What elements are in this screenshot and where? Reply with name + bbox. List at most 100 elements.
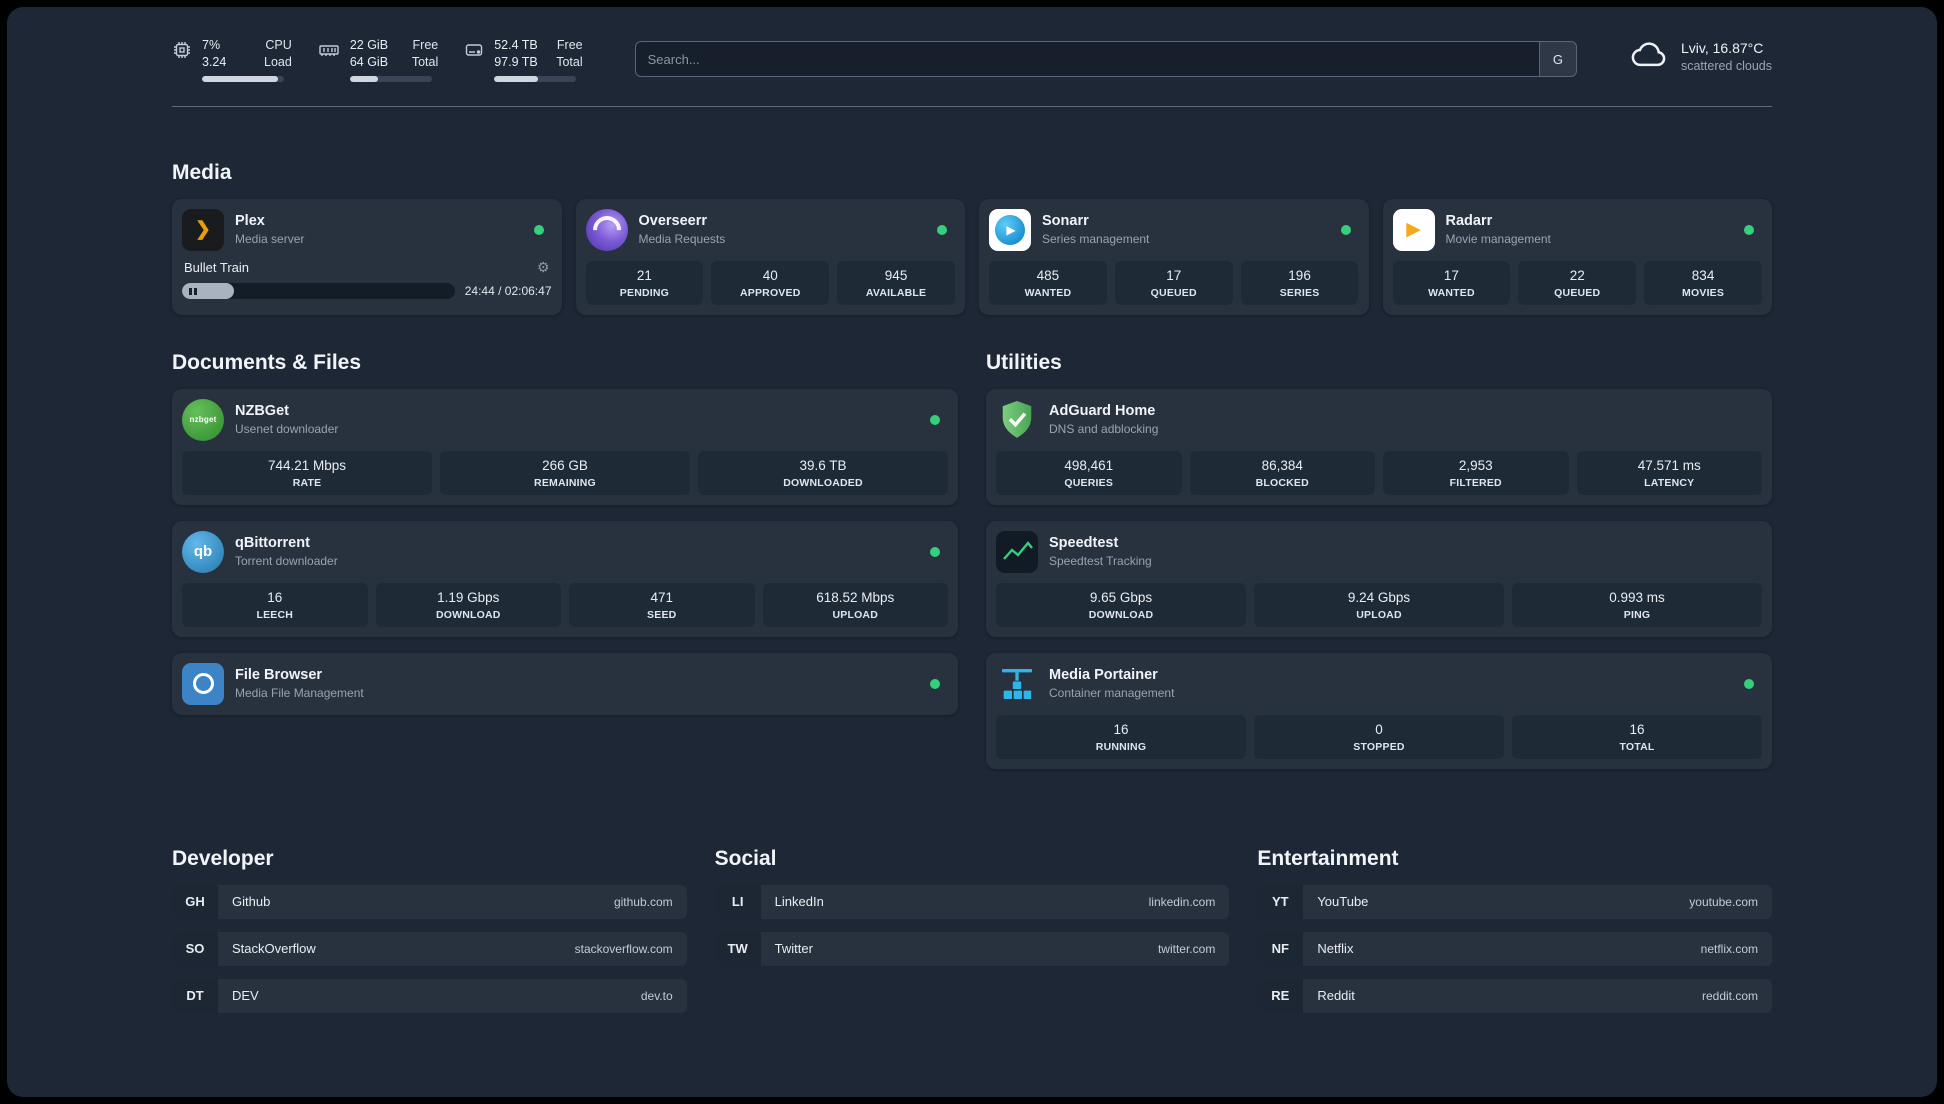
cpu-percent-value: 7% [202,38,221,52]
link-badge: SO [172,931,218,966]
memory-total-label: Total [411,54,439,69]
service-card-radarr[interactable]: ▶ Radarr Movie management 17 WANTED 22 QUE… [1382,198,1772,315]
portainer-icon [996,663,1038,705]
stat-tile-download: 9.65 Gbps DOWNLOAD [996,582,1246,627]
status-dot [1744,678,1754,689]
overseerr-icon [585,208,628,251]
link-reddit[interactable]: RE Reddit reddit.com [1257,978,1772,1013]
service-card-sonarr[interactable]: ▶ Sonarr Series management 485 WANTED 17 Q… [979,198,1369,315]
status-dot [1340,224,1351,235]
cloud-icon [1629,39,1669,74]
service-name: Speedtest [1049,535,1119,552]
service-subtitle: Usenet downloader [235,422,339,437]
service-subtitle: Movie management [1445,232,1551,247]
disk-icon [464,40,484,65]
stat-tile-rate: 744.21 Mbps RATE [182,450,432,495]
section-title-media: Media [172,160,232,184]
service-subtitle: Series management [1042,232,1150,247]
service-card-overseerr[interactable]: Overseerr Media Requests 21 PENDING 40 APP… [575,198,965,315]
stat-tile-downloaded: 39.6 TB DOWNLOADED [698,450,948,495]
link-badge: DT [172,978,218,1013]
service-name: NZBGet [235,403,289,420]
service-card-qbittorrent[interactable]: qb qBittorrent Torrent downloader 16 LEEC… [172,520,958,637]
stat-tile-total: 16 TOTAL [1512,714,1762,759]
plex-icon: ❯ [182,208,224,251]
section-documents: Documents & Files nzbget NZBGet Usenet d… [172,351,958,731]
search-input[interactable] [634,41,1539,77]
stat-tile-latency: 47.571 ms LATENCY [1576,450,1762,495]
memory-progress-bar [349,75,432,82]
cpu-label: CPU [265,38,292,52]
stat-tile-pending: 21 PENDING [585,260,704,305]
stat-tile-approved: 40 APPROVED [711,260,830,305]
stat-tile-blocked: 86,384 BLOCKED [1189,450,1375,495]
service-name: Media Portainer [1049,667,1158,684]
section-developer: Developer GH Github github.com SO StackO… [172,847,687,1026]
search-bar: G [634,41,1577,77]
disk-usage-widget: 52.4 TB Free 97.9 TB Total [464,37,583,82]
link-dev[interactable]: DT DEV dev.to [172,978,687,1013]
stat-tile-movies: 834 MOVIES [1644,260,1762,305]
service-name: Overseerr [638,213,708,230]
cpu-progress-bar [202,75,284,82]
search-engine-button[interactable]: G [1538,41,1577,77]
cpu-icon [172,40,192,65]
stat-tile-upload: 9.24 Gbps UPLOAD [1254,582,1504,627]
memory-total-value: 64 GiB [349,54,389,69]
header: 7% CPU 3.24 Load 22 GiB Free 64 GiB Total [172,37,1772,82]
disk-total-value: 97.9 TB [494,54,538,69]
service-subtitle: Container management [1049,686,1175,701]
link-netflix[interactable]: NF Netflix netflix.com [1257,931,1772,966]
playback-time: 24:44 / 02:06:47 [464,283,552,298]
link-twitter[interactable]: TW Twitter twitter.com [714,931,1230,966]
link-linkedin[interactable]: LI LinkedIn linkedin.com [714,884,1230,919]
service-subtitle: Speedtest Tracking [1049,554,1152,569]
link-stackoverflow[interactable]: SO StackOverflow stackoverflow.com [172,931,687,966]
stat-tile-upload: 618.52 Mbps UPLOAD [762,582,948,627]
weather-widget: Lviv, 16.87°C scattered clouds [1629,39,1772,74]
stat-tile-leech: 16 LEECH [182,582,368,627]
link-github[interactable]: GH Github github.com [172,884,687,919]
playback-progress-bar[interactable] [182,282,455,299]
status-dot [937,224,947,235]
header-divider [172,105,1772,107]
plex-chevron-glyph: ❯ [195,219,211,241]
service-card-adguard[interactable]: AdGuard Home DNS and adblocking 498,461 Q… [986,388,1772,505]
service-name: qBittorrent [235,535,310,552]
filebrowser-icon [182,662,224,705]
service-name: AdGuard Home [1049,403,1156,420]
stat-tile-seed: 471 SEED [569,582,755,627]
service-card-plex[interactable]: ❯ Plex Media server Bullet Train ⚙ [172,198,562,315]
plex-now-playing-widget: Bullet Train ⚙ 24:44 / 02:06:47 [182,259,552,299]
stat-tile-running: 16 RUNNING [996,714,1246,759]
service-card-portainer[interactable]: Media Portainer Container management 16 R… [986,652,1772,769]
section-title-social: Social [714,846,777,870]
settings-gear-icon[interactable]: ⚙ [536,258,550,275]
link-youtube[interactable]: YT YouTube youtube.com [1257,884,1772,919]
section-title-utilities: Utilities [986,350,1062,374]
service-subtitle: Media server [235,232,305,247]
stat-tile-remaining: 266 GB REMAINING [440,450,690,495]
now-playing-title: Bullet Train [184,259,250,275]
service-card-nzbget[interactable]: nzbget NZBGet Usenet downloader 744.21 M… [172,388,958,505]
stat-tile-queued: 17 QUEUED [1114,260,1233,305]
cpu-usage-widget: 7% CPU 3.24 Load [172,37,292,82]
pause-icon[interactable] [189,283,199,299]
stat-tile-queued: 22 QUEUED [1518,260,1637,305]
status-dot [533,224,544,235]
link-badge: LI [714,884,761,919]
link-badge: RE [1257,978,1304,1013]
service-card-filebrowser[interactable]: File Browser Media File Management [172,652,958,715]
cpu-load-value: 3.24 [202,54,227,69]
service-card-speedtest[interactable]: Speedtest Speedtest Tracking 9.65 Gbps DO… [986,520,1772,637]
section-entertainment: Entertainment YT YouTube youtube.com NF … [1257,847,1772,1026]
weather-location: Lviv, 16.87°C [1680,40,1764,56]
service-subtitle: Media Requests [638,232,726,247]
stat-tile-filtered: 2,953 FILTERED [1383,450,1569,495]
disk-free-value: 52.4 TB [494,38,538,52]
dashboard-panel: 7% CPU 3.24 Load 22 GiB Free 64 GiB Total [7,7,1937,1097]
sonarr-icon: ▶ [989,208,1031,251]
disk-free-label: Free [556,38,583,52]
memory-usage-widget: 22 GiB Free 64 GiB Total [318,37,438,82]
section-title-documents: Documents & Files [172,350,362,374]
